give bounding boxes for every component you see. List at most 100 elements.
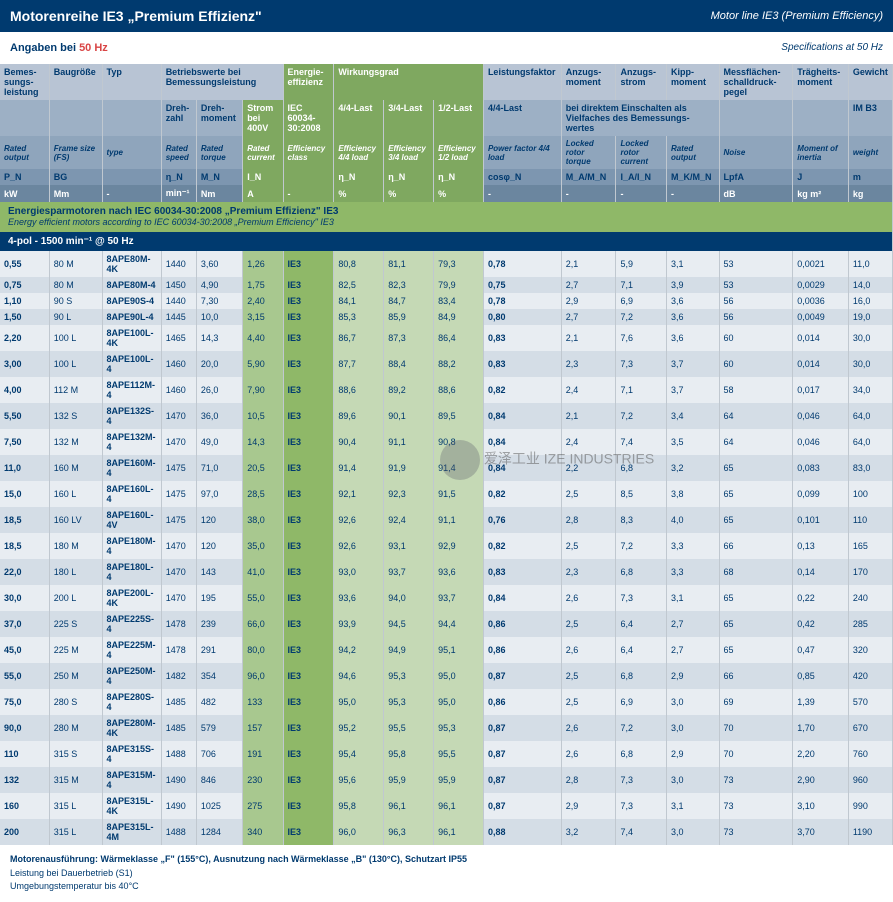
cell-eff44: 94,6 <box>334 663 384 689</box>
cell-type: 8APE250M-4 <box>102 663 161 689</box>
cell-j: 2,20 <box>793 741 849 767</box>
cell-frame: 132 S <box>49 403 102 429</box>
cell-db: 64 <box>719 403 793 429</box>
col-pf: Leistungsfaktor <box>483 64 561 100</box>
cell-lc: 6,8 <box>616 559 667 585</box>
cell-eff44: 92,1 <box>334 481 384 507</box>
cell-db: 53 <box>719 277 793 293</box>
cell-kg: 960 <box>848 767 892 793</box>
cell-pf: 0,84 <box>483 585 561 611</box>
cell-eff34: 92,4 <box>384 507 434 533</box>
cell-kg: 64,0 <box>848 403 892 429</box>
cell-type: 8APE200L-4K <box>102 585 161 611</box>
table-row: 30,0200 L8APE200L-4K147019555,0IE393,694… <box>0 585 893 611</box>
cell-kp: 3,0 <box>666 819 719 845</box>
cell-la: 2,6 <box>561 715 616 741</box>
cell-ec: IE3 <box>283 429 334 455</box>
cell-speed: 1445 <box>161 309 196 325</box>
cell-pf: 0,84 <box>483 429 561 455</box>
cell-ec: IE3 <box>283 663 334 689</box>
cell-j: 2,90 <box>793 767 849 793</box>
cell-la: 2,6 <box>561 741 616 767</box>
cell-eff44: 95,0 <box>334 689 384 715</box>
cell-current: 5,90 <box>243 351 283 377</box>
cell-pf: 0,83 <box>483 559 561 585</box>
cell-kg: 760 <box>848 741 892 767</box>
cell-eff12: 91,4 <box>434 455 484 481</box>
cell-pf: 0,78 <box>483 251 561 277</box>
cell-eff44: 91,4 <box>334 455 384 481</box>
cell-eff12: 95,5 <box>434 741 484 767</box>
cell-eff12: 92,9 <box>434 533 484 559</box>
cell-frame: 100 L <box>49 351 102 377</box>
cell-kp: 3,0 <box>666 715 719 741</box>
cell-current: 340 <box>243 819 283 845</box>
cell-type: 8APE132S-4 <box>102 403 161 429</box>
header: Motorenreihe IE3 „Premium Effizienz" Mot… <box>0 0 893 32</box>
cell-current: 275 <box>243 793 283 819</box>
cell-kp: 3,3 <box>666 559 719 585</box>
title: Motorenreihe IE3 „Premium Effizienz" <box>10 8 262 24</box>
cell-eff44: 80,8 <box>334 251 384 277</box>
cell-type: 8APE225M-4 <box>102 637 161 663</box>
table-row: 200315 L8APE315L-4M14881284340IE396,096,… <box>0 819 893 845</box>
cell-frame: 315 L <box>49 793 102 819</box>
cell-lc: 6,9 <box>616 689 667 715</box>
cell-kp: 3,1 <box>666 585 719 611</box>
cell-la: 2,8 <box>561 507 616 533</box>
cell-frame: 80 M <box>49 277 102 293</box>
cell-lc: 7,2 <box>616 309 667 325</box>
cell-la: 2,3 <box>561 351 616 377</box>
cell-eff34: 85,9 <box>384 309 434 325</box>
cell-frame: 180 L <box>49 559 102 585</box>
cell-torque: 97,0 <box>196 481 242 507</box>
cell-speed: 1488 <box>161 819 196 845</box>
table-row: 2,20100 L8APE100L-4K146514,34,40IE386,78… <box>0 325 893 351</box>
cell-j: 3,70 <box>793 819 849 845</box>
cell-la: 2,7 <box>561 309 616 325</box>
cell-kw: 110 <box>0 741 49 767</box>
cell-frame: 180 M <box>49 533 102 559</box>
cell-kp: 3,6 <box>666 293 719 309</box>
cell-j: 0,101 <box>793 507 849 533</box>
cell-speed: 1490 <box>161 793 196 819</box>
cell-current: 96,0 <box>243 663 283 689</box>
cell-ec: IE3 <box>283 715 334 741</box>
cell-db: 73 <box>719 819 793 845</box>
cell-eff34: 94,0 <box>384 585 434 611</box>
cell-current: 157 <box>243 715 283 741</box>
motor-table: Bemes-sungs-leistung Baugröße Typ Betrie… <box>0 64 893 845</box>
cell-speed: 1470 <box>161 559 196 585</box>
cell-kg: 30,0 <box>848 325 892 351</box>
col-inertia: Trägheits-moment <box>793 64 849 100</box>
col-noise: Messflächen-schalldruck-pegel <box>719 64 793 100</box>
table-row: 160315 L8APE315L-4K14901025275IE395,896,… <box>0 793 893 819</box>
cell-eff34: 96,1 <box>384 793 434 819</box>
cell-type: 8APE100L-4K <box>102 325 161 351</box>
cell-pf: 0,87 <box>483 793 561 819</box>
cell-kp: 3,7 <box>666 377 719 403</box>
cell-j: 0,14 <box>793 559 849 585</box>
cell-db: 70 <box>719 715 793 741</box>
table-row: 22,0180 L8APE180L-4147014341,0IE393,093,… <box>0 559 893 585</box>
cell-torque: 195 <box>196 585 242 611</box>
frequency-row: Angaben bei 50 Hz Specifications at 50 H… <box>0 32 893 64</box>
cell-lc: 8,5 <box>616 481 667 507</box>
cell-frame: 250 M <box>49 663 102 689</box>
cell-db: 56 <box>719 293 793 309</box>
cell-la: 2,4 <box>561 429 616 455</box>
cell-eff34: 92,3 <box>384 481 434 507</box>
table-row: 18,5180 M8APE180M-4147012035,0IE392,693,… <box>0 533 893 559</box>
cell-kg: 240 <box>848 585 892 611</box>
cell-torque: 706 <box>196 741 242 767</box>
cell-speed: 1490 <box>161 767 196 793</box>
cell-kg: 110 <box>848 507 892 533</box>
cell-eff44: 86,7 <box>334 325 384 351</box>
cell-eff44: 90,4 <box>334 429 384 455</box>
cell-la: 2,8 <box>561 767 616 793</box>
cell-current: 55,0 <box>243 585 283 611</box>
cell-pf: 0,87 <box>483 767 561 793</box>
cell-kp: 3,1 <box>666 793 719 819</box>
cell-j: 0,0036 <box>793 293 849 309</box>
col-breakdown: Kipp-moment <box>666 64 719 100</box>
